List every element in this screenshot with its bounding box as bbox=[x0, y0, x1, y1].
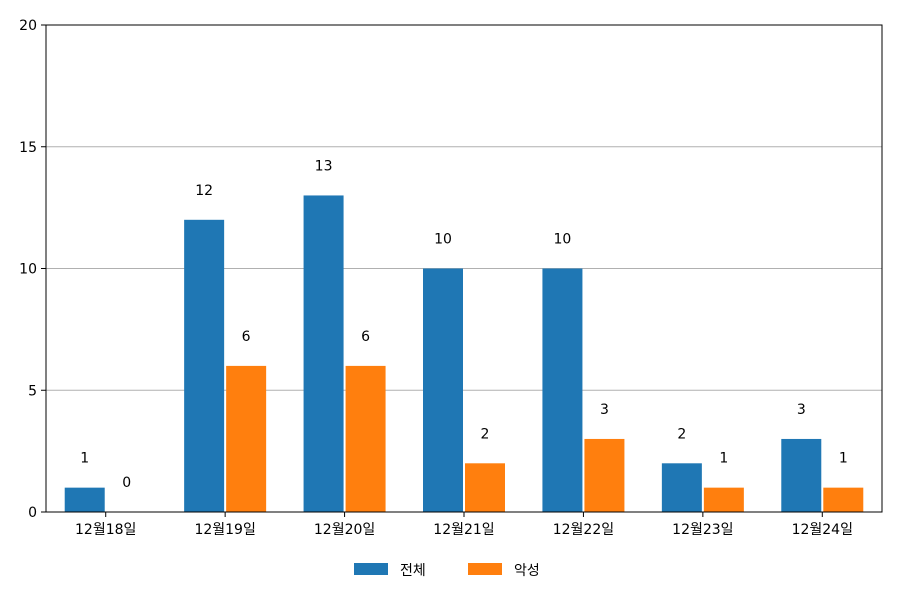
x-tick-label: 12월18일 bbox=[75, 522, 136, 538]
y-tick-label: 10 bbox=[19, 262, 37, 278]
x-tick-label: 12월21일 bbox=[433, 522, 494, 538]
value-label: 10 bbox=[434, 232, 452, 248]
legend-swatch bbox=[468, 563, 502, 575]
x-tick-label: 12월22일 bbox=[553, 522, 614, 538]
grid-lines bbox=[46, 146, 882, 391]
y-tick-label: 20 bbox=[19, 18, 37, 34]
value-label: 1 bbox=[839, 451, 848, 467]
bar-malicious bbox=[823, 487, 864, 512]
bar-total bbox=[303, 195, 344, 512]
value-label: 12 bbox=[195, 183, 213, 199]
value-label: 1 bbox=[719, 451, 728, 467]
y-tick-label: 5 bbox=[28, 383, 37, 399]
x-tick-label: 12월24일 bbox=[792, 522, 853, 538]
value-label: 3 bbox=[600, 402, 609, 418]
y-axis: 0 5 10 15 20 bbox=[19, 18, 46, 521]
legend-label: 악성 bbox=[514, 563, 540, 579]
y-tick-label: 15 bbox=[19, 140, 37, 156]
x-axis: 12월18일 12월19일 12월20일 12월21일 12월22일 12월23일 12월2… bbox=[75, 512, 853, 538]
bar-total bbox=[184, 219, 225, 513]
value-label: 1 bbox=[80, 451, 89, 467]
value-label: 13 bbox=[315, 158, 333, 174]
value-label: 6 bbox=[361, 329, 370, 345]
bar-total bbox=[661, 463, 702, 512]
value-label: 0 bbox=[122, 475, 131, 491]
bar-total bbox=[64, 487, 105, 512]
bar-malicious bbox=[345, 365, 386, 512]
legend-swatch bbox=[354, 563, 388, 575]
bar-total bbox=[781, 438, 822, 512]
bar-malicious bbox=[226, 365, 267, 512]
x-tick-label: 12월19일 bbox=[194, 522, 255, 538]
bar-malicious bbox=[703, 487, 744, 512]
value-label: 3 bbox=[797, 402, 806, 418]
value-label: 2 bbox=[677, 426, 686, 442]
value-label: 10 bbox=[554, 232, 572, 248]
bars bbox=[64, 195, 864, 513]
bar-malicious bbox=[584, 438, 625, 512]
x-tick-label: 12월23일 bbox=[672, 522, 733, 538]
y-tick-label: 0 bbox=[28, 505, 37, 521]
bar-total bbox=[423, 268, 463, 512]
x-tick-label: 12월20일 bbox=[314, 522, 375, 538]
value-label: 2 bbox=[481, 426, 490, 442]
bar-total bbox=[542, 268, 583, 512]
value-label: 6 bbox=[242, 329, 251, 345]
legend-label: 전체 bbox=[400, 563, 426, 579]
bar-malicious bbox=[465, 463, 505, 512]
legend: 전체 악성 bbox=[354, 563, 540, 579]
